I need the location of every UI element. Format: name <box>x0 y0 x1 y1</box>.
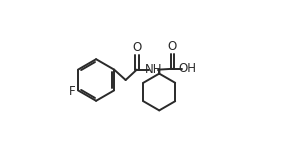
Text: O: O <box>168 40 177 53</box>
Text: O: O <box>132 41 142 54</box>
Text: OH: OH <box>179 62 197 75</box>
Text: F: F <box>69 85 75 98</box>
Text: NH: NH <box>144 63 162 76</box>
